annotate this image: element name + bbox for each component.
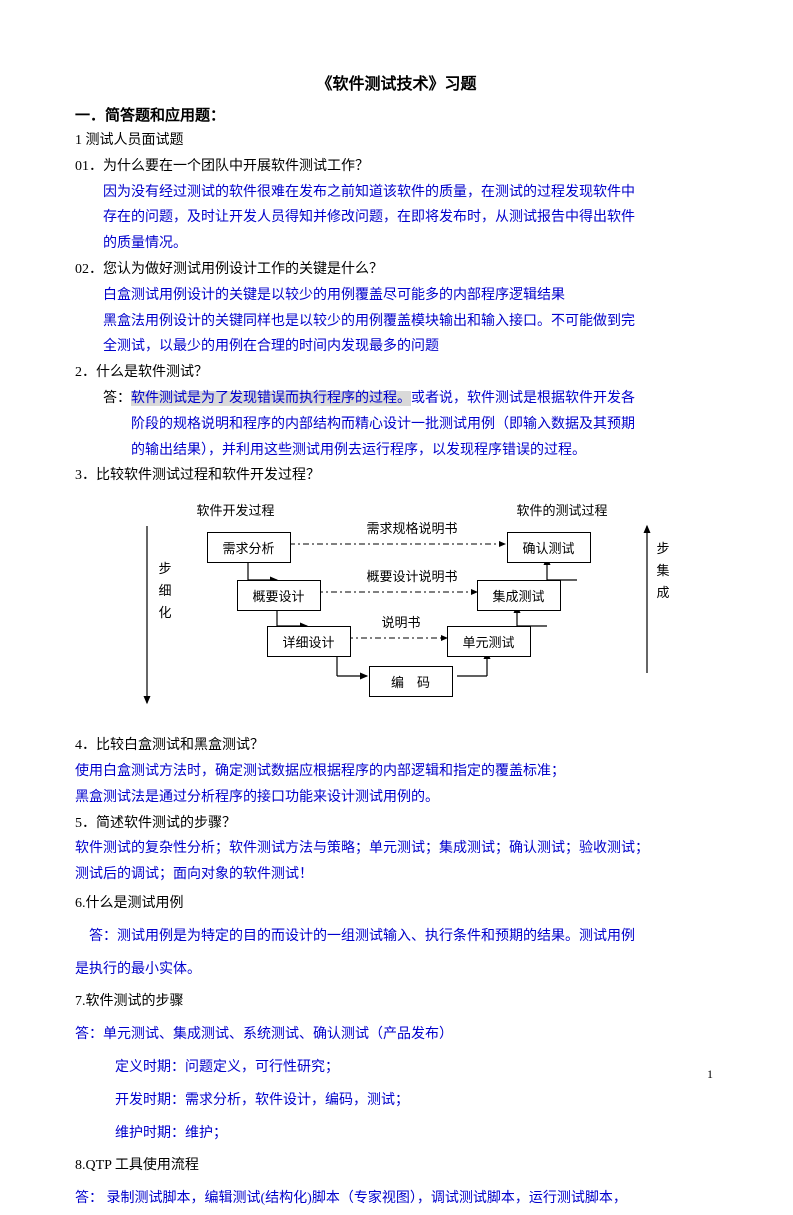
lbl-devprocess: 软件开发过程 — [197, 500, 275, 519]
q8: 8.QTP 工具使用流程 — [75, 1151, 718, 1182]
a5-line1: 软件测试的复杂性分析；软件测试方法与策略；单元测试；集成测试；确认测试；验收测试… — [75, 837, 718, 861]
a2-tail: 或者说，软件测试是根据软件开发各 — [411, 391, 635, 406]
a7-line1: 答：单元测试、集成测试、系统测试、确认测试（产品发布） — [75, 1020, 718, 1051]
box-outline: 概要设计 — [237, 580, 321, 611]
lbl-testprocess: 软件的测试过程 — [517, 500, 608, 519]
box-confirm: 确认测试 — [507, 532, 591, 563]
a2-line3: 的输出结果），并利用这些测试用例去运行程序，以发现程序错误的过程。 — [131, 439, 718, 463]
lbl-left2: 细 — [159, 580, 172, 599]
box-req: 需求分析 — [207, 532, 291, 563]
a01-line2: 存在的问题，及时让开发人员得知并修改问题，在即将发布时，从测试报告中得出软件 — [103, 206, 718, 230]
a2-prefix: 答： — [103, 391, 131, 406]
lbl-right1: 步 — [657, 538, 670, 557]
q7: 7.软件测试的步骤 — [75, 987, 718, 1018]
lbl-left3: 化 — [159, 602, 172, 621]
a02-line3: 全测试，以最少的用例在合理的时间内发现最多的问题 — [103, 335, 718, 359]
page: 《软件测试技术》习题 一．简答题和应用题： 1 测试人员面试题 01．为什么要在… — [0, 0, 793, 1122]
q5: 5．简述软件测试的步骤？ — [75, 812, 718, 836]
box-unit: 单元测试 — [447, 626, 531, 657]
lbl-outlinespec: 概要设计说明书 — [367, 566, 458, 585]
a02-line2: 黑盒法用例设计的关键同样也是以较少的用例覆盖模块输出和输入接口。不可能做到完 — [103, 310, 718, 334]
a2-highlight: 软件测试是为了发现错误而执行程序的过程。 — [131, 391, 411, 406]
q6: 6.什么是测试用例 — [75, 889, 718, 920]
box-code: 编 码 — [369, 666, 453, 697]
q4: 4．比较白盒测试和黑盒测试？ — [75, 734, 718, 758]
a7-line2: 定义时期：问题定义，可行性研究； — [115, 1053, 718, 1084]
lbl-left1: 步 — [159, 558, 172, 577]
a8-line1: 答： 录制测试脚本，编辑测试(结构化)脚本（专家视图），调试测试脚本，运行测试脚… — [75, 1184, 718, 1215]
a2-line2: 阶段的规格说明和程序的内部结构而精心设计一批测试用例（即输入数据及其预期 — [131, 413, 718, 437]
a4-line1: 使用白盒测试方法时，确定测试数据应根据程序的内部逻辑和指定的覆盖标准； — [75, 760, 718, 784]
a5-line2: 测试后的调试；面向对象的软件测试！ — [75, 863, 718, 887]
q01: 01．为什么要在一个团队中开展软件测试工作？ — [75, 155, 718, 179]
box-integ: 集成测试 — [477, 580, 561, 611]
section-heading: 一．简答题和应用题： — [75, 104, 718, 125]
a7-line3: 开发时期：需求分析，软件设计，编码，测试； — [115, 1086, 718, 1117]
lbl-spec: 说明书 — [382, 612, 421, 631]
doc-title: 《软件测试技术》习题 — [75, 70, 718, 94]
lbl-right3: 成 — [657, 582, 670, 601]
q3: 3．比较软件测试过程和软件开发过程？ — [75, 464, 718, 488]
a6-line1: 答：测试用例是为特定的目的而设计的一组测试输入、执行条件和预期的结果。测试用例 — [89, 922, 718, 953]
a4-line2: 黑盒测试法是通过分析程序的接口功能来设计测试用例的。 — [75, 786, 718, 810]
q02: 02．您认为做好测试用例设计工作的关键是什么？ — [75, 258, 718, 282]
box-detail: 详细设计 — [267, 626, 351, 657]
a2-line1: 答：软件测试是为了发现错误而执行程序的过程。或者说，软件测试是根据软件开发各 — [103, 387, 718, 411]
a01-line1: 因为没有经过测试的软件很难在发布之前知道该软件的质量，在测试的过程发现软件中 — [103, 181, 718, 205]
lbl-reqspec: 需求规格说明书 — [367, 518, 458, 537]
v-model-diagram: 软件开发过程 需求规格说明书 软件的测试过程 概要设计说明书 说明书 步 细 化… — [117, 498, 677, 718]
lbl-right2: 集 — [657, 560, 670, 579]
a6-line2: 是执行的最小实体。 — [75, 955, 718, 986]
q2: 2．什么是软件测试？ — [75, 361, 718, 385]
a7-line4: 维护时期：维护； — [115, 1119, 718, 1150]
a02-line1: 白盒测试用例设计的关键是以较少的用例覆盖尽可能多的内部程序逻辑结果 — [103, 284, 718, 308]
a01-line3: 的质量情况。 — [103, 232, 718, 256]
page-number: 1 — [707, 1067, 713, 1082]
line-intro: 1 测试人员面试题 — [75, 129, 718, 153]
